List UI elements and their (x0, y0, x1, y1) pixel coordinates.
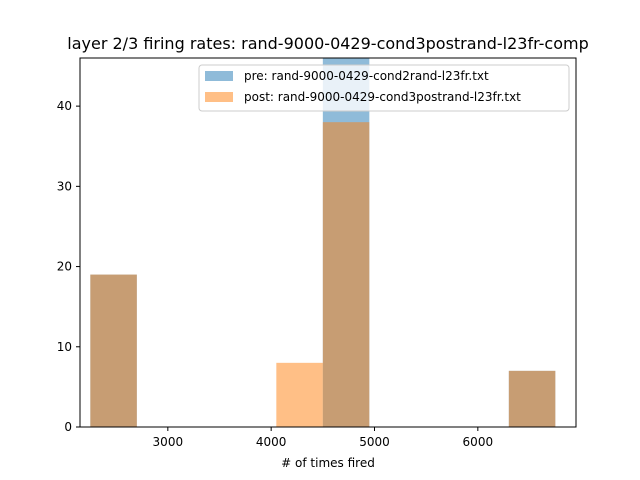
y-tick-label: 0 (64, 420, 72, 434)
legend: pre: rand-9000-0429-cond2rand-l23fr.txt … (198, 64, 570, 112)
legend-swatch-pre (205, 71, 233, 81)
x-tick-label: 5000 (359, 435, 390, 449)
y-axis: 0 10 20 30 40 (57, 99, 80, 434)
bar-post-2 (322, 122, 370, 427)
plot-area (79, 57, 577, 428)
x-tick-label: 4000 (256, 435, 287, 449)
y-tick-label: 30 (57, 179, 72, 193)
x-tick-label: 6000 (463, 435, 494, 449)
y-tick-label: 20 (57, 260, 72, 274)
bar-post-3 (508, 370, 556, 427)
bar-post-0 (90, 274, 137, 427)
y-tick-label: 40 (57, 99, 72, 113)
y-tick-label: 10 (57, 340, 72, 354)
x-axis-label: # of times fired (281, 456, 375, 470)
x-tick-label: 3000 (153, 435, 184, 449)
legend-swatch-post (205, 92, 233, 102)
chart-title: layer 2/3 firing rates: rand-9000-0429-c… (67, 34, 588, 53)
plot-frame (79, 57, 577, 428)
legend-frame (198, 64, 570, 112)
legend-label-post: post: rand-9000-0429-cond3postrand-l23fr… (244, 90, 521, 104)
bars-group (90, 58, 556, 427)
legend-label-pre: pre: rand-9000-0429-cond2rand-l23fr.txt (244, 69, 489, 83)
bar-post-1 (276, 362, 323, 427)
x-axis: 3000 4000 5000 6000 (153, 427, 494, 449)
